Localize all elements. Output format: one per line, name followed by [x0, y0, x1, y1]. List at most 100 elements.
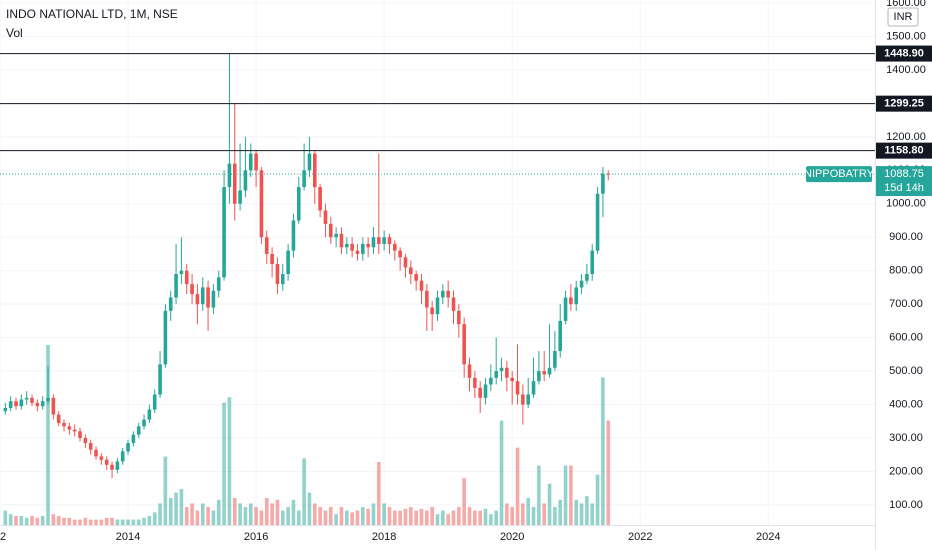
- y-tick-label: 600.00: [889, 332, 923, 344]
- candle-body: [505, 367, 509, 378]
- volume-bar: [222, 402, 226, 525]
- candle-body: [35, 402, 40, 407]
- volume-bar: [40, 516, 45, 525]
- candle-body: [489, 377, 493, 385]
- volume-bar: [462, 478, 466, 525]
- volume-bar: [211, 510, 216, 525]
- candle-body: [8, 401, 13, 408]
- volume-bar: [78, 519, 82, 525]
- volume-bar: [409, 507, 413, 525]
- candle-body: [558, 320, 563, 352]
- candle-body: [377, 237, 381, 244]
- candle-body: [526, 394, 531, 405]
- volume-bar: [398, 510, 402, 525]
- candle-body: [174, 274, 178, 298]
- x-tick-label: 2020: [500, 531, 524, 543]
- volume-bar: [569, 465, 573, 525]
- volume-bar: [382, 503, 386, 525]
- volume-bar: [142, 517, 146, 525]
- candle-body: [275, 264, 280, 285]
- candle-body: [158, 364, 162, 395]
- volume-bar: [505, 503, 509, 525]
- last-price-label: 1088.75: [884, 168, 924, 180]
- y-tick-label: 300.00: [889, 432, 923, 444]
- candle-body: [200, 287, 205, 305]
- volume-bar: [120, 519, 125, 525]
- candle-body: [216, 277, 221, 291]
- volume-bar: [67, 517, 72, 525]
- candle-body: [163, 310, 168, 365]
- candle-body: [296, 187, 301, 221]
- candle-body: [590, 250, 595, 275]
- symbol-box: [806, 166, 872, 183]
- candle-body: [393, 243, 397, 251]
- volume-bar: [179, 489, 184, 525]
- candle-body: [462, 324, 466, 365]
- y-tick-label: 800.00: [889, 265, 923, 277]
- currency-label: INR: [894, 11, 913, 23]
- volume-bar: [275, 499, 280, 525]
- candle-body: [457, 310, 461, 325]
- candle-body: [494, 371, 498, 378]
- candle-body: [547, 367, 552, 375]
- volume-bar: [371, 503, 376, 525]
- volume-bar: [446, 514, 450, 525]
- volume-bar: [526, 498, 531, 525]
- candle-body: [104, 459, 109, 465]
- volume-bar: [248, 503, 253, 525]
- volume-bar: [387, 507, 392, 525]
- volume-bar: [115, 519, 120, 525]
- volume-bar: [328, 507, 333, 525]
- volume-bar: [478, 510, 482, 525]
- candle-body: [147, 409, 152, 420]
- volume-bar: [206, 507, 210, 525]
- volume-bar: [30, 516, 34, 525]
- price-level-label: 1448.90: [884, 47, 924, 59]
- volume-bar: [574, 499, 579, 525]
- candle-body: [531, 381, 536, 395]
- candle-body: [419, 280, 424, 291]
- candle-body: [184, 270, 189, 285]
- candle-body: [67, 426, 72, 430]
- candle-body: [232, 163, 237, 204]
- candle-body: [398, 250, 402, 258]
- candle-body: [334, 233, 338, 238]
- candle-body: [361, 243, 365, 254]
- x-tick-label: 2018: [372, 531, 396, 543]
- volume-bar: [334, 514, 338, 525]
- volume-bar: [126, 519, 130, 525]
- volume-bar: [542, 503, 547, 525]
- candle-body: [227, 163, 232, 188]
- candle-body: [435, 297, 440, 315]
- volume-bar: [350, 512, 354, 525]
- candle-body: [467, 364, 472, 378]
- volume-bar: [56, 516, 61, 525]
- volume-bar: [344, 510, 349, 525]
- candle-body: [110, 464, 114, 470]
- volume-bar: [361, 507, 365, 525]
- volume-bar: [494, 510, 498, 525]
- volume-bar: [318, 507, 322, 525]
- candle-body: [510, 377, 514, 382]
- candle-body: [72, 429, 77, 432]
- candle-body: [24, 397, 29, 400]
- candle-body: [30, 397, 34, 403]
- volume-bar: [94, 519, 98, 525]
- candle-body: [152, 394, 157, 410]
- volume-bar: [131, 519, 136, 525]
- candle-body: [350, 243, 354, 251]
- candle-body: [323, 210, 328, 224]
- volume-bar: [291, 499, 296, 525]
- volume-pane: [3, 345, 611, 525]
- volume-bar: [216, 499, 221, 525]
- candle-body: [553, 351, 557, 368]
- candle-body: [318, 187, 322, 211]
- candle-body: [409, 267, 413, 275]
- candle-body: [142, 419, 146, 427]
- candle-body: [499, 367, 504, 372]
- volume-bar: [190, 503, 194, 525]
- volume-bar: [441, 510, 445, 525]
- candle-body: [339, 233, 344, 248]
- candle-body: [179, 270, 184, 275]
